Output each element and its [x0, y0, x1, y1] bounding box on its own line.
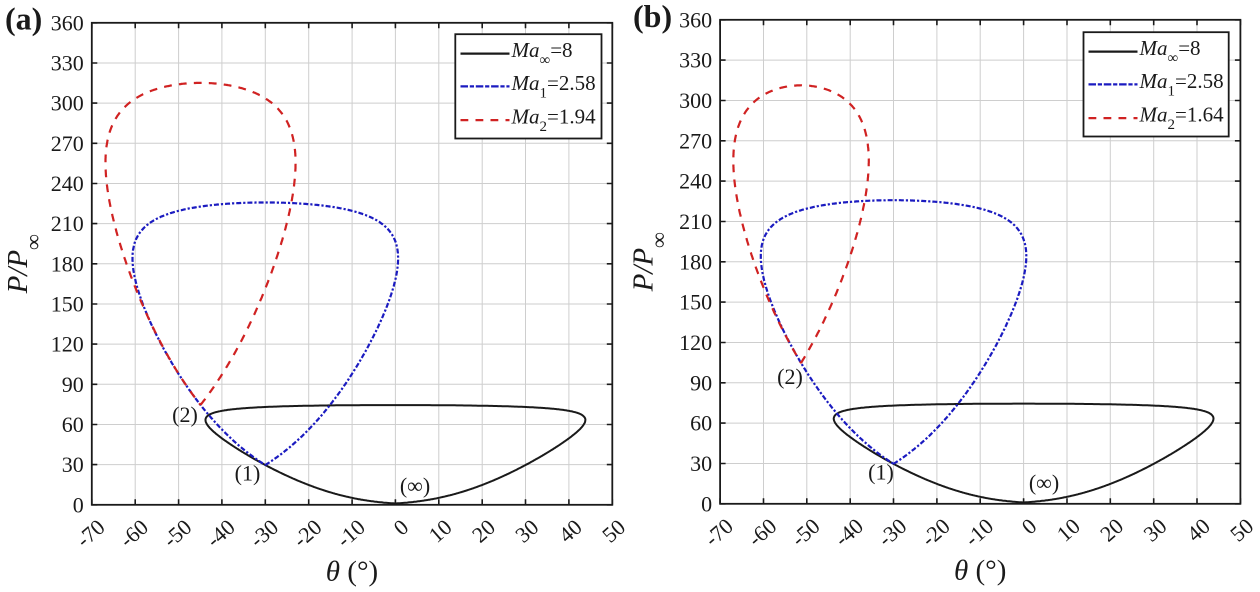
svg-text:30: 30: [62, 452, 84, 477]
svg-text:Ma∞=8: Ma∞=8: [1139, 36, 1201, 67]
svg-text:300: 300: [679, 88, 712, 113]
svg-text:(∞): (∞): [400, 473, 430, 498]
svg-text:(b): (b): [633, 0, 672, 34]
svg-text:(2): (2): [172, 402, 198, 427]
svg-text:120: 120: [679, 330, 712, 355]
svg-text:210: 210: [679, 209, 712, 234]
svg-text:(1): (1): [868, 459, 894, 484]
svg-text:Ma1=2.58: Ma1=2.58: [511, 71, 596, 102]
svg-text:330: 330: [51, 51, 84, 76]
svg-text:180: 180: [51, 251, 84, 276]
svg-text:330: 330: [679, 48, 712, 73]
svg-text:0: 0: [701, 491, 712, 516]
svg-text:360: 360: [51, 10, 84, 35]
svg-text:60: 60: [62, 412, 84, 437]
svg-text:Ma1=2.58: Ma1=2.58: [1139, 69, 1224, 100]
svg-text:(a): (a): [5, 1, 42, 37]
svg-text:210: 210: [51, 211, 84, 236]
svg-text:360: 360: [679, 7, 712, 32]
svg-text:270: 270: [679, 128, 712, 153]
svg-text:60: 60: [690, 411, 712, 436]
svg-text:150: 150: [679, 290, 712, 315]
svg-text:240: 240: [51, 171, 84, 196]
svg-text:180: 180: [679, 249, 712, 274]
svg-text:90: 90: [62, 372, 84, 397]
svg-text:θ (°): θ (°): [954, 554, 1006, 586]
svg-text:θ (°): θ (°): [326, 555, 378, 587]
svg-text:240: 240: [679, 169, 712, 194]
svg-text:(∞): (∞): [1029, 470, 1059, 495]
svg-text:300: 300: [51, 91, 84, 116]
svg-text:120: 120: [51, 332, 84, 357]
svg-text:(1): (1): [235, 460, 261, 485]
svg-text:Ma∞=8: Ma∞=8: [511, 38, 573, 69]
svg-text:90: 90: [690, 370, 712, 395]
svg-text:0: 0: [73, 492, 84, 517]
svg-text:30: 30: [690, 451, 712, 476]
svg-text:(2): (2): [777, 364, 803, 389]
svg-text:Ma2=1.94: Ma2=1.94: [511, 105, 597, 136]
svg-text:Ma2=1.64: Ma2=1.64: [1139, 103, 1225, 134]
svg-text:270: 270: [51, 131, 84, 156]
svg-text:150: 150: [51, 292, 84, 317]
